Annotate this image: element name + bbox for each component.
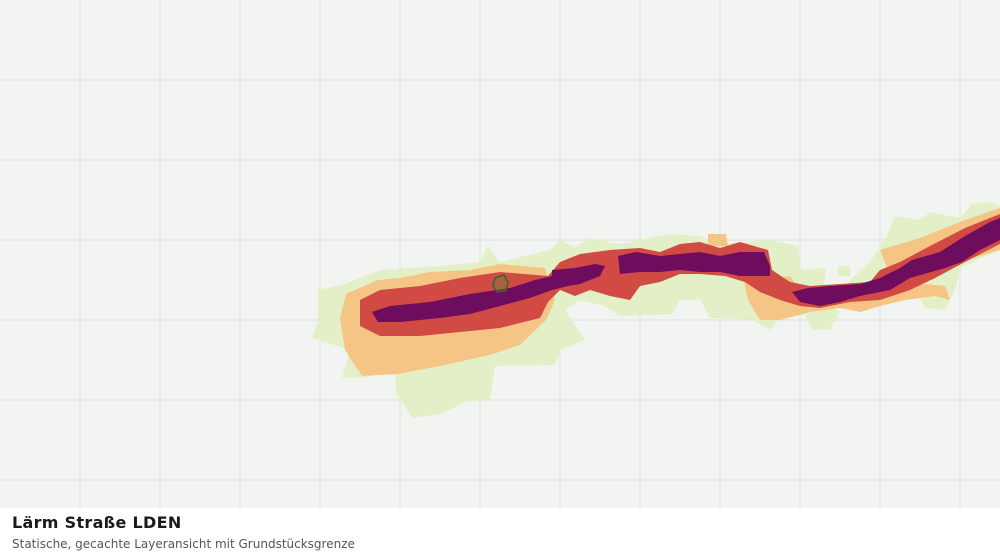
property-boundary[interactable]	[492, 274, 509, 293]
map-view[interactable]	[0, 0, 1000, 508]
layer-subtitle: Statische, gecachte Layeransicht mit Gru…	[12, 537, 355, 551]
noise-zone-very-high	[372, 218, 1000, 322]
map-canvas	[0, 0, 1000, 508]
tile-grid	[0, 0, 1000, 508]
noise-zone-high	[360, 214, 1000, 336]
layer-title: Lärm Straße LDEN	[12, 513, 182, 532]
caption: Lärm Straße LDEN Statische, gecachte Lay…	[0, 508, 1000, 560]
